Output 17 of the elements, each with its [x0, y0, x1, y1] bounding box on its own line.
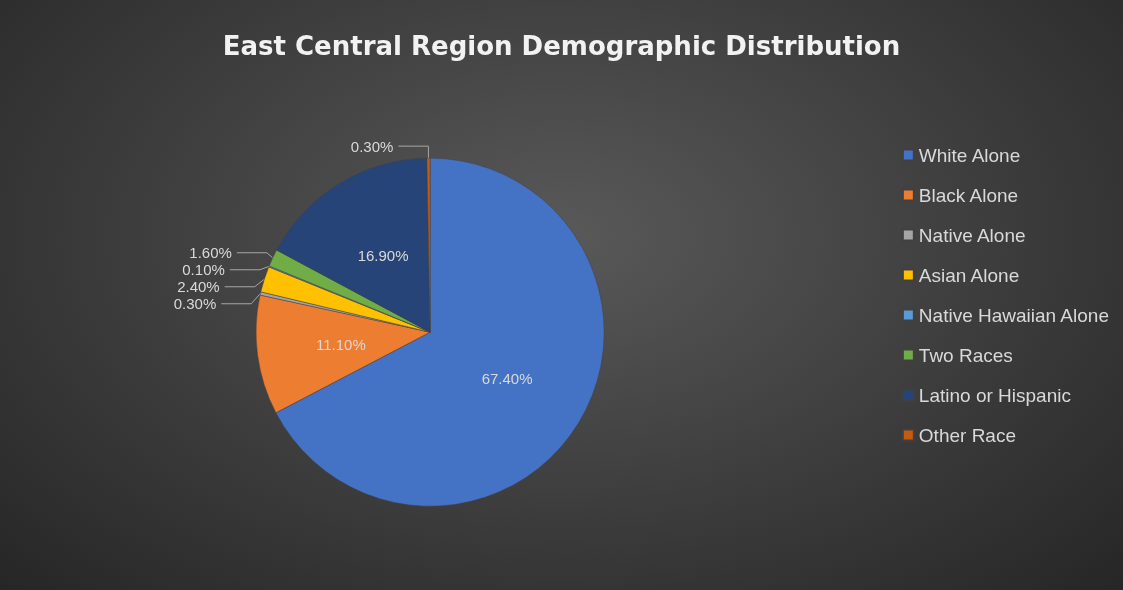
legend-label: Latino or Hispanic [918, 384, 1071, 406]
legend-label: Asian Alone [918, 264, 1020, 286]
legend-label: White Alone [918, 144, 1021, 166]
data-label: 67.40% [481, 370, 533, 388]
chart-title: East Central Region Demographic Distribution [222, 31, 901, 61]
data-label: 11.10% [316, 335, 366, 353]
legend-label: Native Hawaiian Alone [918, 304, 1109, 326]
data-label: 0.10% [182, 261, 225, 279]
legend-label: Other Race [918, 424, 1016, 446]
data-label: 0.30% [173, 295, 217, 313]
data-label: 1.60% [189, 244, 232, 262]
data-label: 0.30% [350, 137, 394, 155]
legend-label: Black Alone [918, 184, 1019, 206]
legend-label: Two Races [918, 344, 1013, 366]
data-label: 2.40% [177, 278, 220, 296]
legend-label: Native Alone [918, 224, 1026, 246]
data-label: 16.90% [357, 246, 409, 264]
